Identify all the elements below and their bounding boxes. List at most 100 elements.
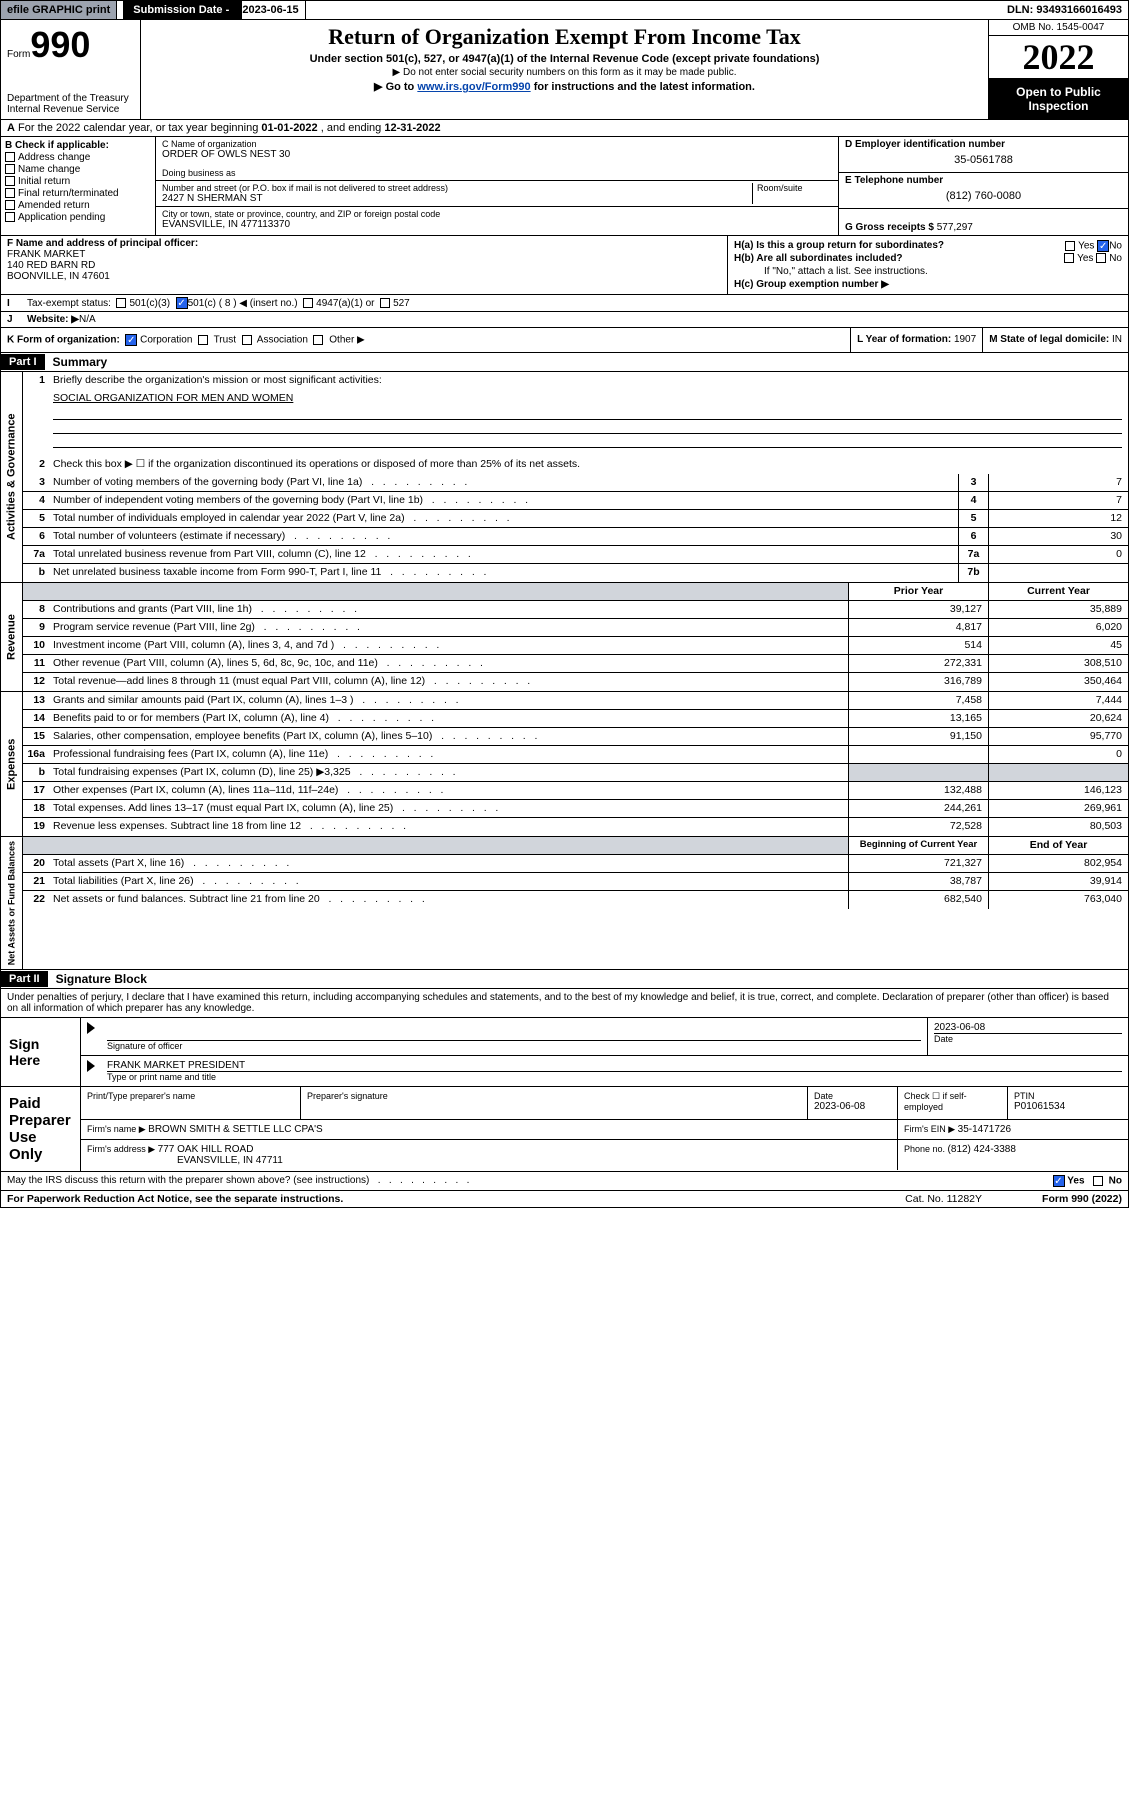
checkbox-icon[interactable] xyxy=(1096,253,1106,263)
line-box: 6 xyxy=(958,528,988,545)
officer-name: FRANK MARKET xyxy=(7,249,85,260)
dba-label: Doing business as xyxy=(162,168,832,178)
checkbox-icon[interactable] xyxy=(1065,241,1075,251)
perjury-declaration: Under penalties of perjury, I declare th… xyxy=(1,989,1128,1017)
ein-value: 35-0561788 xyxy=(845,150,1122,170)
top-bar: efile GRAPHIC print Submission Date - 20… xyxy=(0,0,1129,20)
line-num: 4 xyxy=(23,492,49,509)
firm-name-line: Firm's name ▶ BROWN SMITH & SETTLE LLC C… xyxy=(81,1120,1128,1140)
efile-print-button[interactable]: efile GRAPHIC print xyxy=(1,1,117,19)
line-desc: Net unrelated business taxable income fr… xyxy=(49,564,958,582)
checkbox-checked-icon[interactable]: ✓ xyxy=(176,297,188,309)
self-employed-check[interactable]: Check ☐ if self-employed xyxy=(898,1087,1008,1119)
current-value: 80,503 xyxy=(988,818,1128,836)
line-value xyxy=(988,564,1128,582)
officer-typed-name: FRANK MARKET PRESIDENT xyxy=(107,1060,1122,1071)
firm-phone-label: Phone no. xyxy=(904,1144,948,1154)
blank xyxy=(49,837,848,854)
opt-501c: 501(c) ( 8 ) ◀ (insert no.) xyxy=(188,298,298,309)
checkbox-icon[interactable] xyxy=(313,335,323,345)
tax-exempt-text: Tax-exempt status: xyxy=(27,298,111,309)
table-row: 15Salaries, other compensation, employee… xyxy=(23,728,1128,746)
arrow-icon xyxy=(87,1060,95,1072)
checkbox-checked-icon[interactable]: ✓ xyxy=(1053,1175,1065,1187)
paid-preparer-body: Print/Type preparer's name Preparer's si… xyxy=(81,1087,1128,1171)
line-desc: Total assets (Part X, line 16) xyxy=(49,855,848,872)
submission-date-value: 2023-06-15 xyxy=(242,4,298,16)
line-num: 12 xyxy=(23,673,49,691)
city-label: City or town, state or province, country… xyxy=(162,209,832,219)
checkbox-icon[interactable] xyxy=(242,335,252,345)
net-assets-header-row: Beginning of Current Year End of Year xyxy=(23,837,1128,855)
table-row: bNet unrelated business taxable income f… xyxy=(23,564,1128,582)
year-formation: L Year of formation: 1907 xyxy=(851,328,983,352)
line-num: 2 xyxy=(23,456,49,474)
chk-application-pending[interactable]: Application pending xyxy=(5,212,151,223)
prior-value: 7,458 xyxy=(848,692,988,709)
chk-name-change[interactable]: Name change xyxy=(5,164,151,175)
sidebar-activities-governance: Activities & Governance xyxy=(1,372,23,582)
line-num: 22 xyxy=(23,891,49,909)
line-desc: Professional fundraising fees (Part IX, … xyxy=(49,746,848,763)
line-desc: Total liabilities (Part X, line 26) xyxy=(49,873,848,890)
checkbox-icon[interactable] xyxy=(1064,253,1074,263)
line-desc: Total number of individuals employed in … xyxy=(49,510,958,527)
prep-sig-label: Preparer's signature xyxy=(307,1091,801,1101)
sign-here-row: Sign Here Signature of officer 2023-06-0… xyxy=(1,1017,1128,1086)
ein-label: D Employer identification number xyxy=(845,139,1005,150)
hb-label: H(b) Are all subordinates included? xyxy=(734,253,903,264)
sig-officer-label: Signature of officer xyxy=(107,1040,921,1051)
line-num: 13 xyxy=(23,692,49,709)
row-m-label: M State of legal domicile: xyxy=(989,334,1112,345)
checkbox-checked-icon[interactable]: ✓ xyxy=(1097,240,1109,252)
header-left: Form990 Department of the Treasury Inter… xyxy=(1,20,141,119)
irs-link[interactable]: www.irs.gov/Form990 xyxy=(417,81,530,93)
table-row: 9Program service revenue (Part VIII, lin… xyxy=(23,619,1128,637)
line-box: 7b xyxy=(958,564,988,582)
table-row: 3Number of voting members of the governi… xyxy=(23,474,1128,492)
checkbox-icon[interactable] xyxy=(1093,1176,1103,1186)
form-title: Return of Organization Exempt From Incom… xyxy=(149,24,980,50)
table-row: 21Total liabilities (Part X, line 26)38,… xyxy=(23,873,1128,891)
firm-addr2: EVANSVILLE, IN 47711 xyxy=(87,1155,283,1166)
checkbox-icon[interactable] xyxy=(380,298,390,308)
signature-block: Under penalties of perjury, I declare th… xyxy=(0,989,1129,1191)
officer-addr1: 140 RED BARN RD xyxy=(7,260,95,271)
ssn-note: ▶ Do not enter social security numbers o… xyxy=(149,67,980,78)
state-domicile-value: IN xyxy=(1112,334,1122,345)
line-num: 21 xyxy=(23,873,49,890)
blank-line xyxy=(53,434,1122,448)
line-desc: Net assets or fund balances. Subtract li… xyxy=(49,891,848,909)
table-row: 20Total assets (Part X, line 16)721,3278… xyxy=(23,855,1128,873)
chk-amended-return[interactable]: Amended return xyxy=(5,200,151,211)
line-desc: Contributions and grants (Part VIII, lin… xyxy=(49,601,848,618)
line-num: b xyxy=(23,764,49,781)
chk-initial-return[interactable]: Initial return xyxy=(5,176,151,187)
checkbox-icon[interactable] xyxy=(198,335,208,345)
instructions-link-row: ▶ Go to www.irs.gov/Form990 for instruct… xyxy=(149,80,980,93)
opt-corp: Corporation xyxy=(140,335,192,346)
tax-year-end: 12-31-2022 xyxy=(384,122,440,134)
yes-label: Yes xyxy=(1077,253,1093,264)
chk-address-change[interactable]: Address change xyxy=(5,152,151,163)
checkbox-icon[interactable] xyxy=(303,298,313,308)
line-num: 18 xyxy=(23,800,49,817)
current-value: 35,889 xyxy=(988,601,1128,618)
part-2-title: Signature Block xyxy=(48,970,155,988)
line-box: 7a xyxy=(958,546,988,563)
current-value: 7,444 xyxy=(988,692,1128,709)
org-name-row: C Name of organization ORDER OF OWLS NES… xyxy=(156,137,838,181)
checkbox-icon xyxy=(5,152,15,162)
col-beginning-year: Beginning of Current Year xyxy=(848,837,988,854)
checkbox-checked-icon[interactable]: ✓ xyxy=(125,334,137,346)
paperwork-notice: For Paperwork Reduction Act Notice, see … xyxy=(7,1193,343,1205)
line-desc: Revenue less expenses. Subtract line 18 … xyxy=(49,818,848,836)
current-value: 0 xyxy=(988,746,1128,763)
line-box: 4 xyxy=(958,492,988,509)
checkbox-icon[interactable] xyxy=(116,298,126,308)
chk-final-return[interactable]: Final return/terminated xyxy=(5,188,151,199)
checkbox-icon xyxy=(5,188,15,198)
col-current-year: Current Year xyxy=(988,583,1128,600)
current-value: 39,914 xyxy=(988,873,1128,890)
table-row: 12Total revenue—add lines 8 through 11 (… xyxy=(23,673,1128,691)
